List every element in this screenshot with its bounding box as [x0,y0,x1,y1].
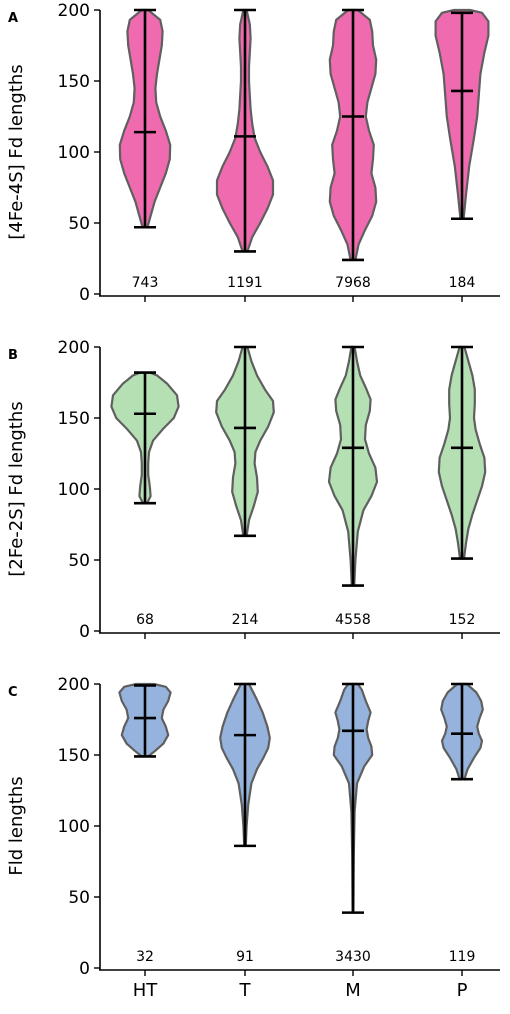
count-label: 3430 [335,949,371,965]
count-label: 32 [136,949,154,965]
x-tick-label: HT [133,980,159,1001]
y-tick-label: 50 [68,214,90,234]
y-tick-label: 100 [58,817,90,837]
y-tick-label: 150 [58,409,90,429]
count-label: 68 [136,612,154,628]
x-tick-label: P [457,980,468,1001]
x-tick-label: M [345,980,361,1001]
y-axis-label: [4Fe-4S] Fd lengths [6,64,27,239]
y-tick-label: 200 [58,1,90,21]
y-axis-label: [2Fe-2S] Fd lengths [6,401,27,576]
count-label: 1191 [227,275,263,291]
y-tick-label: 0 [79,622,90,642]
y-tick-label: 50 [68,888,90,908]
x-tick-label: T [239,980,252,1001]
count-label: 7968 [335,275,371,291]
count-label: 4558 [335,612,371,628]
count-label: 743 [132,275,159,291]
y-axis-label: Fld lengths [6,776,27,875]
y-tick-label: 0 [79,285,90,305]
y-tick-label: 150 [58,72,90,92]
y-tick-label: 200 [58,675,90,695]
panel-letter: A [8,11,18,26]
y-tick-label: 0 [79,959,90,979]
count-label: 152 [449,612,476,628]
y-tick-label: 150 [58,746,90,766]
y-tick-label: 200 [58,338,90,358]
y-tick-label: 100 [58,143,90,163]
y-tick-label: 100 [58,480,90,500]
panel-letter: B [8,348,18,363]
count-label: 184 [449,275,476,291]
count-label: 214 [232,612,259,628]
y-tick-label: 50 [68,551,90,571]
count-label: 91 [236,949,254,965]
panel-letter: C [8,685,18,700]
count-label: 119 [449,949,476,965]
